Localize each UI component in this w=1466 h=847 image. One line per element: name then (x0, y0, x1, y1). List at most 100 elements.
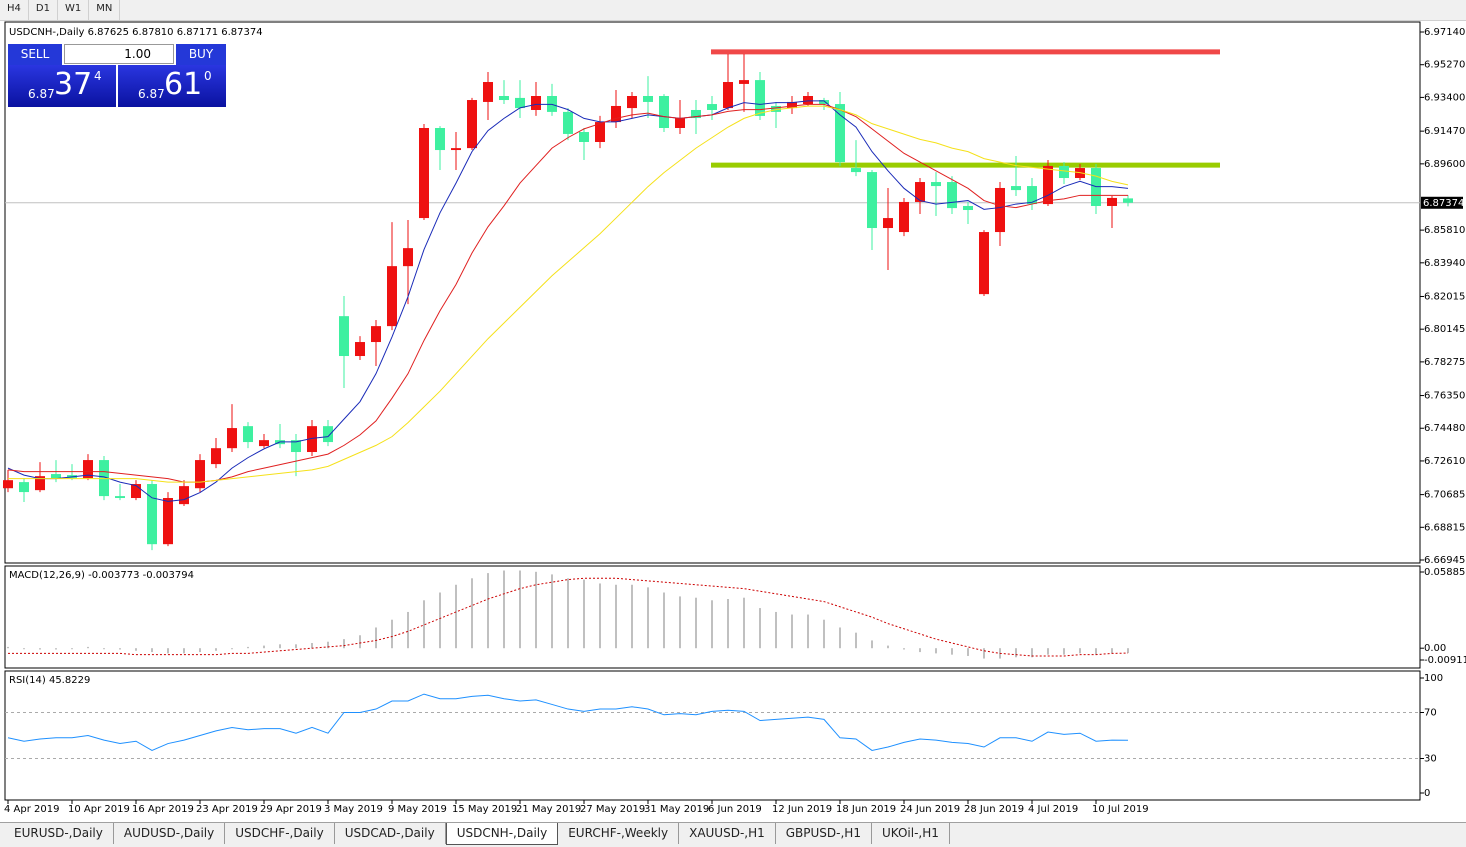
macd-bar (39, 648, 41, 650)
macd-bar (775, 611, 777, 649)
y-tick-label: 6.89600 (1424, 159, 1465, 170)
y-tick-label: 6.70685 (1424, 490, 1465, 501)
x-tick-label: 16 Apr 2019 (132, 804, 194, 815)
macd-bar (311, 643, 313, 649)
macd-bar (759, 608, 761, 649)
ohlc-header: 6.87625 6.87810 6.87171 6.87374 (88, 27, 263, 38)
candle-body (323, 426, 333, 443)
lot-input[interactable]: 1.00 (64, 44, 174, 64)
macd-bar (855, 632, 857, 649)
chart-tab[interactable]: AUDUSD-,Daily (114, 823, 226, 844)
x-tick-label: 4 Jul 2019 (1028, 804, 1078, 815)
candle-body (35, 476, 45, 491)
candle-body (1027, 186, 1037, 205)
macd-bar (1015, 648, 1017, 658)
title: USDCNH-,Daily (9, 27, 85, 38)
macd-bar (215, 648, 217, 651)
candle-body (515, 97, 525, 109)
y-tick-label: 6.93400 (1424, 92, 1465, 103)
y-tick-label: 6.82015 (1424, 291, 1465, 302)
symbol-title: USDCNH-,Daily 6.87625 6.87810 6.87171 6.… (9, 27, 263, 38)
candle-body (451, 148, 461, 151)
candle-body (627, 96, 637, 109)
timeframe-button[interactable]: D1 (29, 0, 58, 20)
macd-bar (151, 648, 153, 653)
macd-bar (711, 600, 713, 649)
macd-panel (4, 565, 1421, 669)
macd-bar (903, 648, 905, 650)
macd-bar (823, 619, 825, 649)
macd-bar (327, 641, 329, 649)
chart-tab[interactable]: UKOil-,H1 (872, 823, 950, 844)
candle-body (755, 80, 765, 116)
timeframe-bar: H4 D1 W1 MN (0, 0, 1466, 21)
macd-bar (743, 597, 745, 649)
ask-frac: 0 (204, 69, 212, 83)
candle-body (211, 448, 221, 465)
rsi-panel (4, 670, 1421, 801)
macd-bar (727, 598, 729, 649)
chart-tab[interactable]: XAUUSD-,H1 (679, 823, 776, 844)
timeframe-button[interactable]: MN (89, 0, 121, 20)
candle-body (163, 498, 173, 545)
buy-button[interactable]: BUY (176, 44, 226, 65)
candle-body (659, 96, 669, 128)
candle-body (611, 105, 621, 123)
macd-bar (583, 579, 585, 649)
bid-frac: 4 (94, 69, 102, 83)
macd-title: MACD(12,26,9) -0.003773 -0.003794 (9, 570, 194, 581)
ask-box[interactable]: 6.87 61 0 (118, 65, 226, 107)
sell-button[interactable]: SELL (8, 44, 62, 65)
chart-tab[interactable]: EURUSD-,Daily (4, 823, 114, 844)
candle-body (915, 182, 925, 202)
moving-average (7, 103, 1128, 483)
y-tick-label: 30 (1424, 754, 1437, 765)
candle-body (1011, 186, 1021, 191)
candle-body (835, 104, 845, 163)
macd-bar (807, 614, 809, 649)
y-tick-label: 6.83940 (1424, 258, 1465, 269)
y-tick-label: 6.95270 (1424, 60, 1465, 71)
macd-bar (439, 592, 441, 649)
ask-pips: 61 (164, 67, 203, 102)
macd-bar (23, 648, 25, 650)
macd-bar (519, 570, 521, 649)
candle-body (675, 118, 685, 128)
candle-body (787, 101, 797, 109)
candle-body (531, 96, 541, 110)
x-tick-label: 6 Jun 2019 (708, 804, 762, 815)
macd-bar (423, 600, 425, 649)
chart-tab[interactable]: EURCHF-,Weekly (558, 823, 680, 844)
chart-tab[interactable]: USDCAD-,Daily (335, 823, 446, 844)
x-tick-label: 29 Apr 2019 (260, 804, 322, 815)
x-tick-label: 18 Jun 2019 (836, 804, 896, 815)
macd-bar (615, 584, 617, 649)
x-tick-label: 28 Jun 2019 (964, 804, 1024, 815)
candle-body (435, 128, 445, 151)
candle-body (707, 104, 717, 110)
y-tick-label: 6.74480 (1424, 423, 1465, 434)
macd-bar (263, 645, 265, 649)
macd-bar (487, 573, 489, 649)
bid-pips: 37 (54, 67, 93, 102)
candle-body (227, 428, 237, 449)
moving-average (8, 105, 1129, 483)
macd-bar (87, 646, 89, 649)
chart-tab[interactable]: USDCNH-,Daily (445, 823, 559, 845)
bid-box[interactable]: 6.87 37 4 (8, 65, 116, 107)
x-tick-label: 10 Apr 2019 (68, 804, 130, 815)
macd-bar (135, 648, 137, 651)
candle-body (419, 128, 429, 219)
chart-tab[interactable]: USDCHF-,Daily (225, 823, 335, 844)
x-tick-label: 21 May 2019 (516, 804, 581, 815)
macd-bar (407, 611, 409, 649)
chart-tab[interactable]: GBPUSD-,H1 (776, 823, 872, 844)
candle-body (931, 182, 941, 187)
macd-bar (375, 627, 377, 649)
main-panel (4, 21, 1421, 564)
macd-bar (663, 592, 665, 649)
timeframe-button[interactable]: W1 (58, 0, 90, 20)
macd-bar (247, 646, 249, 649)
timeframe-button[interactable]: H4 (0, 0, 29, 20)
macd-bar (551, 574, 553, 649)
